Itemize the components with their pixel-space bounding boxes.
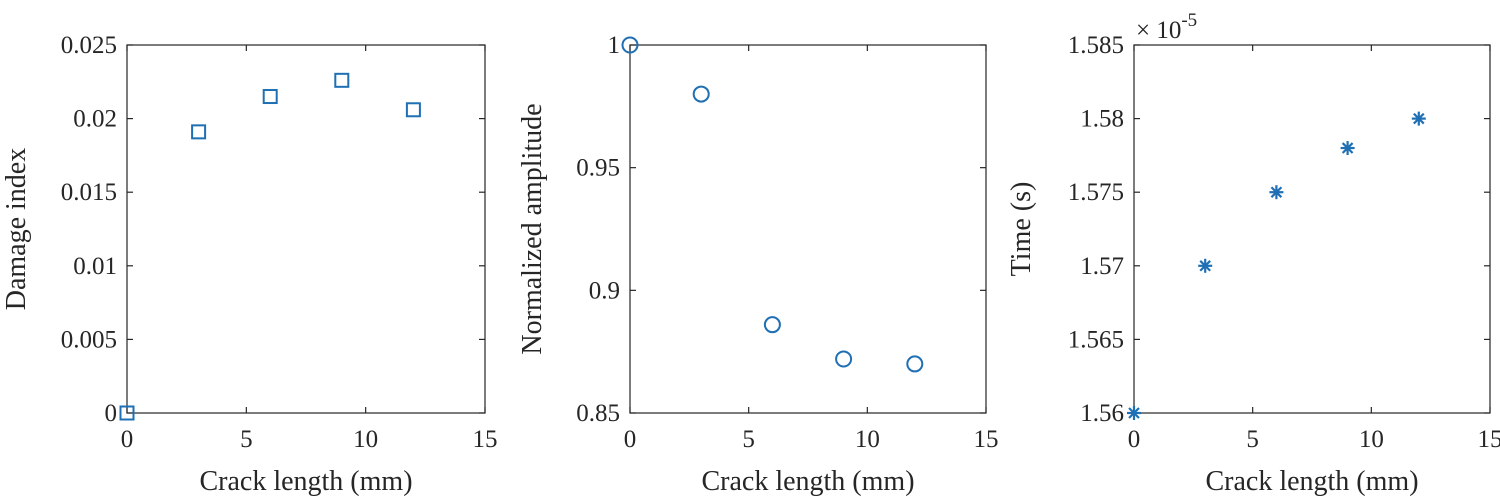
y-tick-label: 1.56 [1080,400,1124,427]
x-tick-label: 10 [855,426,880,453]
y-tick-label: 0.005 [61,326,117,353]
data-point [906,355,924,373]
y-tick-label: 0.9 [589,277,620,304]
y-tick-label: 1.585 [1068,32,1124,59]
x-tick-label: 15 [1478,426,1500,453]
y-axis-label: Time (s) [1006,182,1037,277]
data-point [1198,258,1213,273]
series-markers [119,72,421,421]
y-tick-label: 0.95 [576,155,620,182]
time-panel: 0 5 10 15 1.56 1.565 1.57 1.575 1.58 1.585 Crack l… [1006,10,1500,497]
data-point [763,316,781,334]
data-point [692,85,710,103]
damage-index-panel: 0 5 10 15 0 0.005 0.01 0.015 0.02 0.025 Crack leng… [1,32,498,497]
y-exponent-label: × 10-5 [1136,10,1197,44]
data-point [191,124,207,140]
y-tick-label: 0.015 [61,179,117,206]
x-tick-label: 5 [240,426,253,453]
data-point [1269,185,1284,200]
x-tick-label: 5 [1246,426,1259,453]
plot-frame [1133,44,1491,414]
y-tick-label: 1.57 [1080,253,1124,280]
data-point [405,102,421,118]
y-tick-label: 0.85 [576,400,620,427]
normalized-amplitude-panel: 0 5 10 15 0.85 0.9 0.95 1 Crack length (mm) Norma… [517,32,999,497]
y-tick-label: 1.575 [1068,179,1124,206]
x-tick-label: 10 [1359,426,1384,453]
x-tick-label: 0 [624,426,637,453]
y-tick-label: 0 [105,400,118,427]
data-point [835,350,853,368]
x-tick-label: 0 [1128,426,1141,453]
data-point [334,72,350,88]
data-point [1411,111,1426,126]
y-axis-label: Damage index [1,148,32,311]
y-tick-label: 0.01 [73,253,117,280]
x-tick-label: 15 [473,426,498,453]
x-tick-label: 5 [742,426,755,453]
plot-frame [629,44,987,414]
data-point [1340,141,1355,156]
x-tick-label: 0 [121,426,134,453]
data-point [119,405,135,421]
x-tick-label: 15 [974,426,999,453]
y-tick-label: 1.565 [1068,326,1124,353]
y-tick-label: 1.58 [1080,106,1124,133]
series-markers [621,36,924,373]
y-tick-label: 0.025 [61,32,117,59]
data-point [262,89,278,105]
y-axis-label: Normalized amplitude [517,103,548,354]
series-markers [1127,111,1426,420]
data-point [1127,406,1141,420]
data-point [621,36,639,54]
y-tick-label: 1 [608,32,621,59]
x-axis-label: Crack length (mm) [701,466,914,497]
y-tick-label: 0.02 [73,106,117,133]
x-axis-label: Crack length (mm) [1205,466,1418,497]
plot-frame [126,44,486,414]
x-tick-label: 10 [353,426,378,453]
x-axis-label: Crack length (mm) [199,466,412,497]
